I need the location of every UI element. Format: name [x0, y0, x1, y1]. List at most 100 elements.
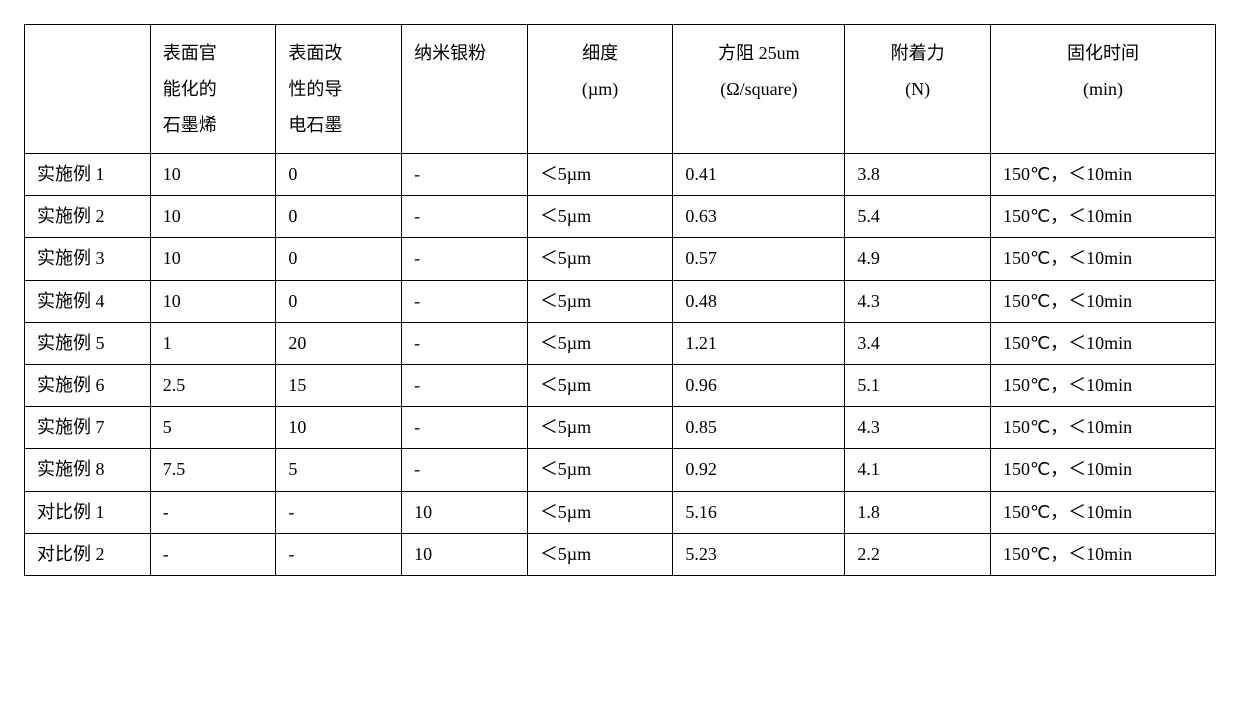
- cell-adhesion: 1.8: [845, 491, 991, 533]
- cell-graphite: 0: [276, 196, 402, 238]
- cell-label: 对比例 1: [25, 491, 151, 533]
- cell-curetime: 150℃，＜10min: [990, 407, 1215, 449]
- cell-nanoag: -: [402, 322, 528, 364]
- cell-graphene: -: [150, 491, 276, 533]
- cell-curetime: 150℃，＜10min: [990, 449, 1215, 491]
- cell-sheetres: 0.41: [673, 154, 845, 196]
- cell-curetime: 150℃，＜10min: [990, 322, 1215, 364]
- cell-label: 实施例 1: [25, 154, 151, 196]
- cell-adhesion: 4.9: [845, 238, 991, 280]
- cell-fineness: ＜5µm: [527, 238, 673, 280]
- cell-graphite: -: [276, 491, 402, 533]
- cell-curetime: 150℃，＜10min: [990, 280, 1215, 322]
- cell-label: 实施例 7: [25, 407, 151, 449]
- cell-nanoag: -: [402, 449, 528, 491]
- cell-nanoag: 10: [402, 533, 528, 575]
- col-header-text: (min): [1083, 79, 1123, 99]
- col-header-text: 细度: [582, 43, 618, 63]
- cell-fineness: ＜5µm: [527, 154, 673, 196]
- col-header-sheetres: 方阻 25um (Ω/square): [673, 25, 845, 154]
- cell-adhesion: 4.3: [845, 407, 991, 449]
- cell-graphene: 10: [150, 280, 276, 322]
- cell-graphene: 10: [150, 238, 276, 280]
- col-header-curetime: 固化时间 (min): [990, 25, 1215, 154]
- cell-adhesion: 3.8: [845, 154, 991, 196]
- col-header-text: 表面改: [288, 43, 342, 63]
- cell-fineness: ＜5µm: [527, 407, 673, 449]
- cell-curetime: 150℃，＜10min: [990, 533, 1215, 575]
- col-header-text: 方阻 25um: [718, 43, 800, 63]
- table-row: 实施例 87.55-＜5µm0.924.1150℃，＜10min: [25, 449, 1216, 491]
- cell-label: 实施例 8: [25, 449, 151, 491]
- col-header-text: (µm): [582, 79, 618, 99]
- col-header-empty: [25, 25, 151, 154]
- cell-nanoag: -: [402, 154, 528, 196]
- cell-graphite: 0: [276, 238, 402, 280]
- cell-nanoag: -: [402, 407, 528, 449]
- cell-curetime: 150℃，＜10min: [990, 196, 1215, 238]
- cell-graphite: 0: [276, 154, 402, 196]
- col-header-text: 电石墨: [288, 115, 342, 135]
- cell-sheetres: 0.85: [673, 407, 845, 449]
- col-header-text: (N): [905, 79, 930, 99]
- col-header-text: (Ω/square): [720, 79, 797, 99]
- cell-nanoag: -: [402, 238, 528, 280]
- cell-label: 实施例 2: [25, 196, 151, 238]
- table-row: 对比例 1--10＜5µm5.161.8150℃，＜10min: [25, 491, 1216, 533]
- cell-nanoag: -: [402, 364, 528, 406]
- cell-fineness: ＜5µm: [527, 196, 673, 238]
- cell-label: 实施例 3: [25, 238, 151, 280]
- cell-graphene: -: [150, 533, 276, 575]
- cell-graphite: 15: [276, 364, 402, 406]
- table-row: 实施例 62.515-＜5µm0.965.1150℃，＜10min: [25, 364, 1216, 406]
- cell-fineness: ＜5µm: [527, 280, 673, 322]
- cell-graphite: -: [276, 533, 402, 575]
- cell-graphite: 10: [276, 407, 402, 449]
- cell-curetime: 150℃，＜10min: [990, 154, 1215, 196]
- col-header-text: 固化时间: [1067, 43, 1139, 63]
- cell-curetime: 150℃，＜10min: [990, 238, 1215, 280]
- cell-nanoag: -: [402, 280, 528, 322]
- cell-adhesion: 4.3: [845, 280, 991, 322]
- cell-label: 实施例 6: [25, 364, 151, 406]
- table-body: 实施例 1100-＜5µm0.413.8150℃，＜10min实施例 2100-…: [25, 154, 1216, 576]
- col-header-text: 表面官: [163, 43, 217, 63]
- col-header-graphene: 表面官能化的石墨烯: [150, 25, 276, 154]
- col-header-text: 石墨烯: [163, 115, 217, 135]
- cell-adhesion: 5.4: [845, 196, 991, 238]
- cell-graphite: 0: [276, 280, 402, 322]
- table-row: 实施例 4100-＜5µm0.484.3150℃，＜10min: [25, 280, 1216, 322]
- cell-fineness: ＜5µm: [527, 491, 673, 533]
- table-row: 对比例 2--10＜5µm5.232.2150℃，＜10min: [25, 533, 1216, 575]
- cell-sheetres: 0.92: [673, 449, 845, 491]
- table-row: 实施例 7510-＜5µm0.854.3150℃，＜10min: [25, 407, 1216, 449]
- cell-graphene: 1: [150, 322, 276, 364]
- col-header-text: 附着力: [891, 43, 945, 63]
- cell-sheetres: 0.48: [673, 280, 845, 322]
- cell-sheetres: 1.21: [673, 322, 845, 364]
- table-row: 实施例 2100-＜5µm0.635.4150℃，＜10min: [25, 196, 1216, 238]
- cell-graphite: 20: [276, 322, 402, 364]
- table-row: 实施例 3100-＜5µm0.574.9150℃，＜10min: [25, 238, 1216, 280]
- cell-fineness: ＜5µm: [527, 449, 673, 491]
- cell-fineness: ＜5µm: [527, 533, 673, 575]
- cell-fineness: ＜5µm: [527, 364, 673, 406]
- cell-fineness: ＜5µm: [527, 322, 673, 364]
- cell-adhesion: 5.1: [845, 364, 991, 406]
- cell-graphene: 10: [150, 196, 276, 238]
- header-row: 表面官能化的石墨烯表面改性的导电石墨 纳米银粉 细度 (µm) 方阻 25um (Ω/sq…: [25, 25, 1216, 154]
- cell-label: 实施例 4: [25, 280, 151, 322]
- cell-sheetres: 5.23: [673, 533, 845, 575]
- cell-sheetres: 5.16: [673, 491, 845, 533]
- table-row: 实施例 5120-＜5µm1.213.4150℃，＜10min: [25, 322, 1216, 364]
- cell-graphene: 2.5: [150, 364, 276, 406]
- cell-graphite: 5: [276, 449, 402, 491]
- col-header-text: 性的导: [288, 79, 342, 99]
- cell-sheetres: 0.96: [673, 364, 845, 406]
- cell-sheetres: 0.57: [673, 238, 845, 280]
- cell-adhesion: 2.2: [845, 533, 991, 575]
- cell-graphene: 10: [150, 154, 276, 196]
- col-header-text: 纳米银粉: [414, 43, 486, 63]
- cell-nanoag: -: [402, 196, 528, 238]
- cell-graphene: 5: [150, 407, 276, 449]
